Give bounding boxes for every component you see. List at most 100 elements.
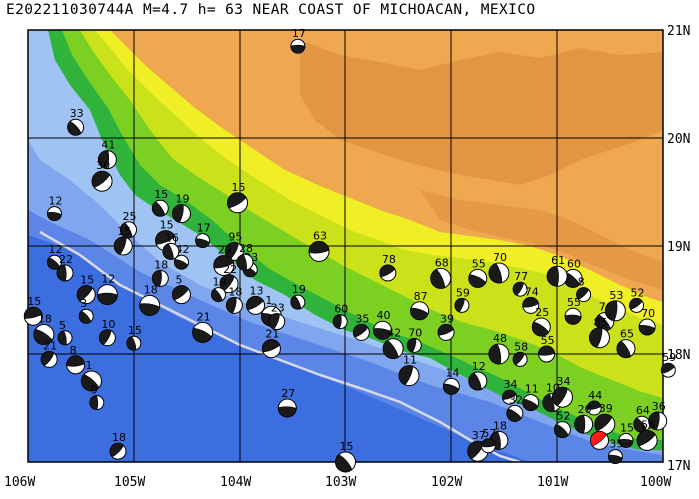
event-beachball bbox=[564, 307, 582, 325]
event-depth-label: 17 bbox=[292, 27, 306, 40]
event-depth-label: 52 bbox=[631, 286, 645, 299]
lon-label: 105W bbox=[114, 475, 145, 490]
event-beachball bbox=[246, 295, 266, 315]
event-depth-label: 22 bbox=[223, 263, 237, 276]
event-beachball bbox=[604, 300, 626, 322]
event-depth-label: 70 bbox=[641, 307, 655, 320]
event-beachball bbox=[81, 370, 102, 392]
event-beachball bbox=[261, 339, 281, 359]
event-depth-label: 64 bbox=[636, 404, 650, 417]
event-beachball bbox=[78, 308, 94, 324]
event-beachball bbox=[56, 264, 74, 282]
event-beachball bbox=[40, 350, 58, 368]
event-depth-label: 87 bbox=[414, 290, 428, 303]
event-beachball bbox=[574, 414, 594, 434]
event-beachball bbox=[488, 343, 510, 365]
event-depth-label: 39 bbox=[440, 312, 454, 325]
lon-label: 104W bbox=[220, 475, 251, 490]
event-depth-label: 15 bbox=[154, 188, 168, 201]
event-beachball bbox=[98, 329, 116, 347]
event-depth-label: 21 bbox=[197, 310, 211, 323]
event-beachball bbox=[120, 221, 138, 239]
lat-label: 19N bbox=[667, 240, 690, 255]
lat-label: 17N bbox=[667, 459, 690, 474]
event-depth-label: 35 bbox=[609, 438, 623, 451]
event-depth-label: 55 bbox=[567, 296, 581, 309]
event-depth-label: 19 bbox=[292, 283, 306, 296]
event-depth-label: 95 bbox=[228, 230, 242, 243]
event-beachball bbox=[410, 301, 430, 321]
event-beachball bbox=[91, 170, 113, 192]
event-depth-label: 29 bbox=[218, 243, 232, 256]
event-beachball bbox=[126, 335, 142, 351]
event-beachball bbox=[512, 281, 528, 297]
event-beachball bbox=[629, 297, 645, 313]
event-depth-label: 65 bbox=[620, 328, 634, 341]
event-beachball bbox=[335, 451, 356, 473]
event-depth-label: 39 bbox=[599, 402, 613, 415]
event-beachball bbox=[195, 233, 211, 249]
lon-label: 103W bbox=[325, 475, 356, 490]
event-depth-label: 57 bbox=[482, 427, 496, 440]
event-depth-label: 63 bbox=[313, 229, 327, 242]
event-beachball bbox=[66, 355, 86, 375]
event-depth-label: 41 bbox=[101, 139, 115, 152]
event-depth-label: 20 bbox=[578, 403, 592, 416]
event-depth-label: 11 bbox=[403, 354, 417, 367]
event-depth-label: 22 bbox=[59, 253, 73, 266]
event-beachball bbox=[373, 320, 393, 340]
event-beachball bbox=[109, 442, 127, 460]
event-depth-label: 36 bbox=[652, 400, 666, 413]
event-beachball bbox=[227, 192, 249, 214]
event-beachball bbox=[594, 413, 616, 435]
event-beachball bbox=[398, 365, 420, 387]
event-beachball bbox=[546, 265, 568, 287]
event-beachball bbox=[488, 262, 510, 284]
lat-label: 21N bbox=[667, 24, 690, 39]
event-depth-label: 18 bbox=[38, 313, 52, 326]
event-beachball bbox=[224, 241, 244, 261]
event-depth-label: 18 bbox=[493, 419, 507, 432]
event-depth-label: 32 bbox=[509, 393, 523, 406]
event-depth-label: 8 bbox=[578, 276, 585, 289]
map-title: E202211030744A M=4.7 h= 63 NEAR COAST OF… bbox=[6, 2, 536, 18]
event-beachball bbox=[551, 386, 573, 408]
event-beachball bbox=[192, 321, 214, 343]
event-beachball bbox=[522, 394, 540, 412]
event-depth-label: 12 bbox=[48, 243, 62, 256]
event-beachball bbox=[648, 411, 668, 431]
event-depth-label: 59 bbox=[662, 351, 676, 364]
event-beachball bbox=[89, 395, 105, 411]
event-markers: 1733413012151915172515154216952923282263… bbox=[23, 27, 676, 473]
event-beachball bbox=[618, 432, 634, 448]
event-beachball bbox=[225, 296, 243, 314]
lon-label: 106W bbox=[4, 475, 35, 490]
event-depth-label: 37 bbox=[472, 429, 486, 442]
event-beachball bbox=[46, 254, 62, 270]
event-beachball bbox=[97, 150, 117, 170]
event-depth-label: 5 bbox=[175, 274, 182, 287]
event-beachball bbox=[151, 269, 169, 287]
event-depth-label: 40 bbox=[377, 309, 391, 322]
event-beachball bbox=[502, 389, 518, 405]
event-depth-label: 34 bbox=[504, 378, 518, 391]
event-depth-label: 77 bbox=[514, 270, 528, 283]
event-depth-label: 44 bbox=[588, 389, 602, 402]
land-plateau bbox=[300, 40, 663, 185]
event-beachball bbox=[290, 38, 306, 54]
event-depth-label: 30 bbox=[96, 159, 110, 172]
event-beachball bbox=[437, 323, 455, 341]
event-depth-label: 15 bbox=[128, 324, 142, 337]
event-depth-label: 14 bbox=[445, 366, 459, 379]
event-depth-label: 19 bbox=[175, 193, 189, 206]
event-beachball bbox=[586, 400, 602, 416]
event-beachball bbox=[46, 206, 62, 222]
event-beachball bbox=[173, 254, 189, 270]
event-depth-label: 61 bbox=[551, 254, 565, 267]
event-depth-label: 52 bbox=[556, 410, 570, 423]
event-beachball bbox=[454, 297, 470, 313]
event-depth-label: 60 bbox=[334, 303, 348, 316]
event-beachball bbox=[171, 285, 191, 305]
event-depth-label: 85 bbox=[594, 316, 608, 329]
